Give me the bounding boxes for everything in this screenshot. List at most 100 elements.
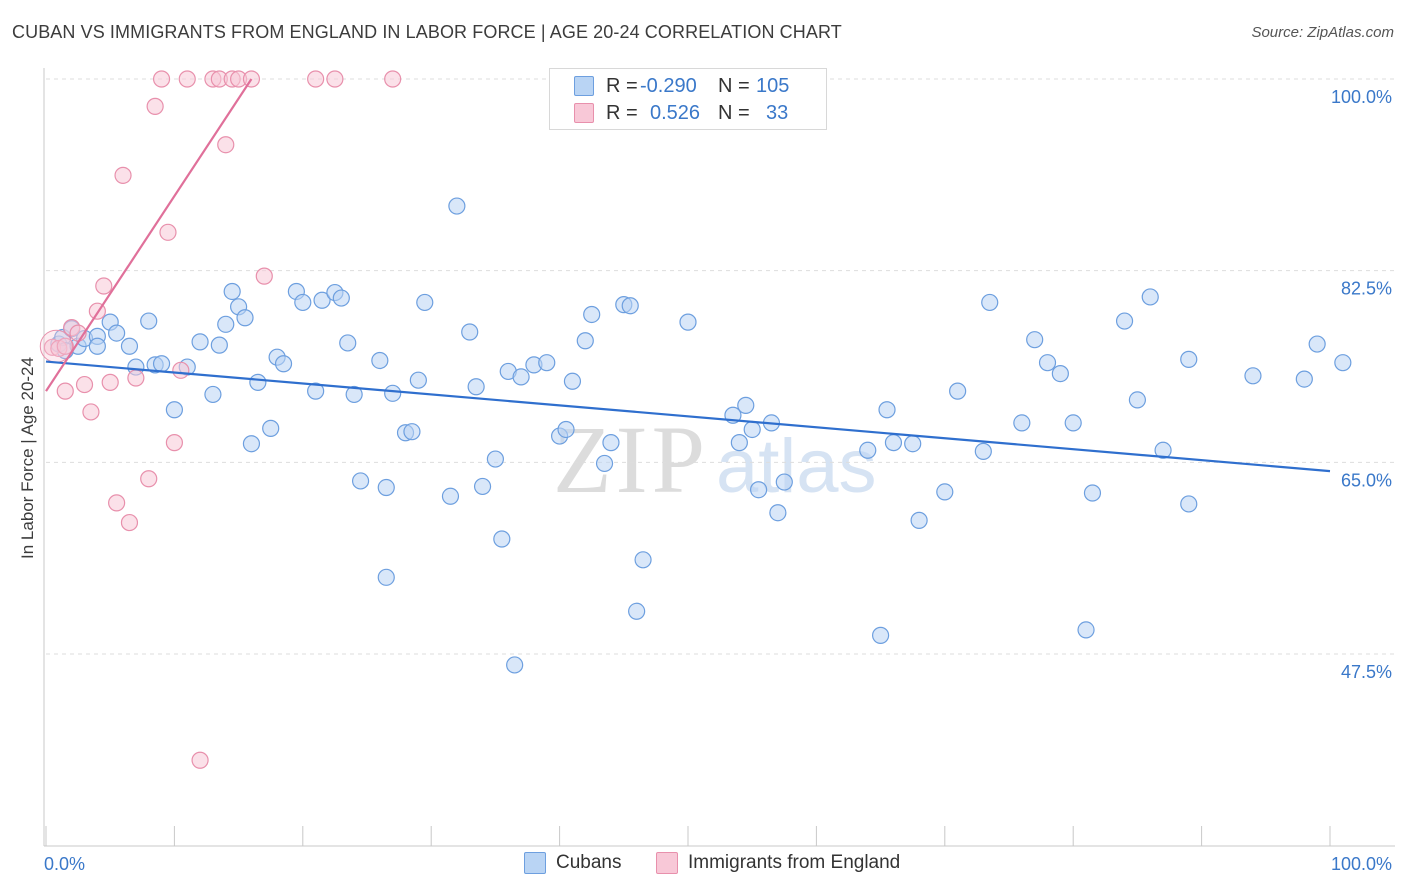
cubans-point (1308, 335, 1326, 353)
cubans-point (467, 378, 485, 396)
cubans-point (1051, 365, 1069, 383)
england-trend-line (45, 78, 253, 392)
cubans-point (563, 372, 582, 390)
cubans-point (557, 420, 575, 439)
cubans-point (294, 293, 312, 312)
england-point (146, 97, 164, 115)
cubans-point (974, 442, 992, 460)
cubans-point (775, 473, 793, 491)
cubans-point (679, 313, 697, 331)
series-england (39, 70, 402, 769)
england-point (120, 513, 139, 532)
legend-row-cubans: R = -0.290 N = 105 (574, 74, 789, 98)
england-point (95, 277, 113, 295)
cubans-point (351, 472, 370, 490)
y-tick-label: 82.5% (1341, 279, 1392, 299)
cubans-point (332, 289, 350, 307)
legend-n-value: 105 (756, 74, 790, 97)
england-point (159, 223, 177, 241)
cubans-point (506, 656, 524, 674)
cubans-point (204, 385, 222, 404)
cubans-point (191, 333, 209, 351)
cubans-point (1154, 441, 1172, 459)
series-legend: Cubans Immigrants from England (0, 852, 1406, 878)
cubans-point (949, 382, 967, 400)
cubans-point (210, 336, 228, 354)
legend-r-label: R = (606, 101, 638, 124)
series-legend-cubans: Cubans (524, 852, 622, 874)
cubans-point (377, 568, 395, 586)
cubans-point (120, 337, 139, 355)
x-tick-label: 0.0% (44, 854, 85, 874)
england-point (172, 361, 190, 379)
cubans-point (737, 396, 755, 414)
cubans-point (152, 355, 171, 373)
legend-swatch-england (574, 103, 594, 123)
cubans-point (403, 423, 421, 441)
cubans-point (1115, 312, 1134, 330)
y-axis-label: In Labor Force | Age 20-24 (18, 357, 37, 559)
cubans-point (981, 293, 999, 312)
legend-n-label: N = (718, 74, 750, 97)
england-point (255, 267, 273, 285)
cubans-point (1026, 331, 1044, 349)
series-legend-label-cubans: Cubans (556, 852, 622, 873)
cubans-point (1141, 288, 1159, 306)
cubans-point (339, 334, 357, 352)
series-legend-england: Immigrants from England (656, 852, 900, 874)
y-tick-labels: 47.5% 65.0% 82.5% 100.0% (1331, 87, 1392, 682)
cubans-point (1244, 367, 1262, 385)
england-point (384, 70, 402, 88)
cubans-point (409, 371, 427, 389)
cubans-point (595, 454, 614, 473)
y-tick-label: 65.0% (1341, 470, 1392, 490)
cubans-point (634, 551, 652, 569)
england-point (140, 470, 158, 488)
cubans-trend-line (45, 360, 1331, 473)
trend-lines (45, 78, 1331, 473)
england-point (114, 166, 132, 184)
cubans-point (628, 602, 646, 620)
cubans-point (242, 435, 261, 453)
cubans-point (493, 530, 511, 548)
cubans-point (871, 626, 890, 644)
legend-r-value: 0.526 (650, 101, 701, 124)
cubans-point (743, 420, 761, 439)
legend-swatch-cubans (574, 76, 594, 96)
legend-n-value: 33 (766, 101, 789, 124)
cubans-point (416, 293, 434, 312)
cubans-point (904, 435, 922, 453)
cubans-point (1295, 370, 1313, 388)
england-point (108, 494, 126, 512)
cubans-point (1180, 495, 1198, 513)
cubans-point (313, 291, 331, 309)
x-tick-label: 100.0% (1331, 854, 1392, 874)
england-point (101, 373, 119, 391)
source-label: Source: ZipAtlas.com (1251, 24, 1394, 41)
cubans-point (1083, 484, 1102, 502)
y-tick-label: 100.0% (1331, 87, 1392, 107)
series-legend-label-england: Immigrants from England (688, 852, 901, 873)
correlation-legend: R = -0.290 N = 105 R = 0.526 N = 33 (549, 68, 827, 130)
cubans-point (371, 351, 389, 370)
england-point (217, 136, 235, 154)
england-point (82, 403, 100, 421)
cubans-point (878, 401, 896, 419)
cubans-point (448, 197, 466, 215)
cubans-point (345, 385, 363, 404)
cubans-point (217, 315, 235, 333)
series-legend-swatch-england (656, 852, 678, 874)
cubans-point (750, 481, 768, 499)
x-tick-labels: 0.0% 100.0% (44, 854, 1392, 874)
england-point (56, 337, 74, 355)
cubans-point (223, 282, 241, 301)
cubans-point (1064, 414, 1082, 432)
cubans-point (384, 384, 402, 402)
cubans-point (486, 450, 504, 468)
cubans-point (769, 504, 787, 522)
legend-r-value: -0.290 (640, 74, 697, 97)
england-point (191, 751, 209, 769)
england-point (178, 70, 196, 88)
cubans-point (583, 305, 601, 324)
